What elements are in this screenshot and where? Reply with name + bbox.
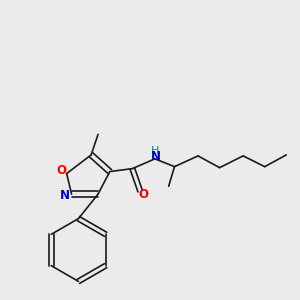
Text: O: O: [139, 188, 149, 201]
Text: N: N: [151, 150, 160, 163]
Text: O: O: [56, 164, 66, 177]
Text: N: N: [60, 189, 70, 202]
Text: H: H: [151, 146, 160, 157]
